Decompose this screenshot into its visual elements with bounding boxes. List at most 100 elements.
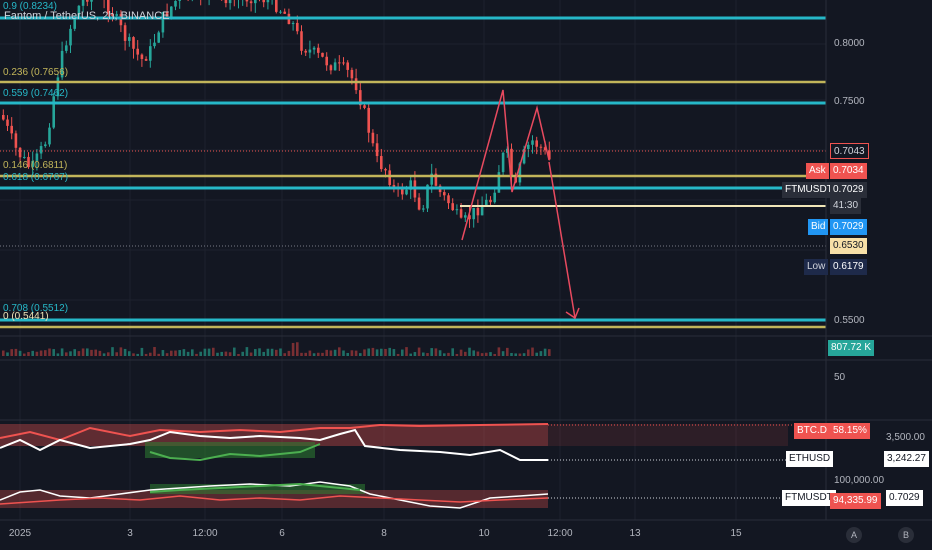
- volume-bar: [191, 349, 194, 356]
- candle-body: [455, 209, 459, 211]
- volume-bar: [548, 349, 551, 356]
- candle-body: [367, 107, 370, 133]
- volume-bar: [14, 348, 18, 356]
- volume-bar: [304, 352, 307, 356]
- candle-body: [363, 105, 366, 108]
- candle-body: [157, 32, 160, 43]
- volume-bar: [165, 353, 169, 356]
- volume-bar: [518, 353, 522, 356]
- candle-body: [174, 0, 177, 7]
- candle-body: [451, 203, 454, 211]
- candle-body: [119, 14, 123, 26]
- eth-value: 3,242.27: [884, 451, 929, 467]
- volume-bar: [434, 348, 438, 356]
- volume-bar: [128, 351, 131, 356]
- candle-body: [346, 62, 349, 70]
- volume-bar: [489, 352, 492, 356]
- volume-bar: [6, 352, 9, 356]
- volume-bar: [430, 348, 433, 356]
- volume-bar: [31, 350, 34, 356]
- candle-body: [275, 0, 278, 12]
- candle-body: [510, 148, 513, 177]
- volume-bar: [501, 351, 505, 356]
- candle-body: [27, 156, 30, 168]
- candle-body: [535, 140, 538, 147]
- candle-body: [380, 156, 383, 170]
- btc-line: [0, 495, 549, 505]
- volume-bar: [262, 351, 265, 356]
- candle-body: [86, 0, 89, 2]
- volume-bar: [296, 342, 299, 356]
- volume-bar: [195, 353, 198, 356]
- candle-body: [304, 50, 307, 53]
- volume-bar: [249, 352, 253, 356]
- projection-arrow: [548, 161, 576, 319]
- price-tick: 0.8000: [834, 38, 865, 49]
- volume-bar: [212, 347, 215, 356]
- candle-body: [18, 147, 22, 158]
- volume-bar: [233, 347, 236, 356]
- candle-body: [548, 150, 551, 160]
- volume-bar: [317, 352, 320, 356]
- time-tick: 6: [279, 528, 285, 539]
- volume-bar: [10, 349, 13, 356]
- volume-bar: [514, 353, 517, 356]
- chart-title[interactable]: Fantom / TetherUS, 2h, BINANCE: [4, 10, 170, 22]
- bid-label: Bid: [808, 219, 829, 235]
- volume-bar: [380, 348, 383, 356]
- volume-bar: [182, 349, 186, 356]
- volume-bar: [98, 350, 102, 356]
- candle-body: [39, 146, 43, 154]
- candle-body: [23, 156, 26, 158]
- volume-bar: [300, 352, 303, 356]
- volume-bar: [438, 350, 442, 356]
- candle-body: [485, 199, 488, 206]
- volume-bar: [245, 347, 249, 356]
- volume-bar: [447, 352, 450, 356]
- candle-body: [144, 58, 148, 61]
- scale-mode-button[interactable]: B: [898, 527, 914, 543]
- volume-bar: [321, 352, 324, 356]
- last-price-tag: 0.7043: [830, 143, 869, 159]
- fib-label-0: 0 (0.5441): [3, 311, 49, 322]
- eth-label: ETHUSD: [786, 451, 834, 467]
- candle-body: [77, 5, 81, 17]
- volume-bar: [485, 352, 488, 356]
- candle-body: [493, 192, 496, 203]
- candle-body: [228, 0, 232, 4]
- candle-body: [371, 132, 375, 144]
- volume-bar: [102, 353, 106, 356]
- volume-bar: [111, 347, 114, 356]
- btcd-value: 58.15%: [830, 423, 870, 439]
- candle-body: [338, 62, 341, 64]
- eth-green-line: [149, 443, 321, 462]
- volume-bar: [422, 352, 425, 356]
- candle-body: [384, 169, 387, 171]
- auto-scale-button[interactable]: A: [846, 527, 862, 543]
- volume-bar: [497, 347, 501, 356]
- low-label: Low: [804, 259, 829, 275]
- price-tick: 0.7500: [834, 96, 865, 107]
- candle-body: [178, 0, 181, 1]
- volume-bar: [258, 348, 261, 356]
- candle-body: [73, 16, 76, 29]
- eth-line: [0, 428, 548, 461]
- candle-body: [14, 133, 18, 148]
- volume-bar: [73, 349, 76, 356]
- candle-body: [10, 125, 13, 134]
- candle-body: [291, 22, 295, 25]
- candle-body: [333, 62, 337, 71]
- volume-bar: [123, 348, 127, 356]
- volume-bar: [443, 353, 446, 356]
- candle-body: [417, 197, 421, 210]
- volume-bar: [90, 349, 93, 356]
- volume-bar: [279, 348, 282, 356]
- candle-body: [430, 173, 433, 185]
- ftm-label: FTMUSDT: [782, 490, 836, 506]
- green-fill: [150, 484, 365, 494]
- candle-body: [489, 199, 492, 203]
- volume-bar: [35, 351, 39, 356]
- volume-bar: [52, 349, 55, 356]
- fib-label-0.559: 0.559 (0.7462): [3, 88, 69, 99]
